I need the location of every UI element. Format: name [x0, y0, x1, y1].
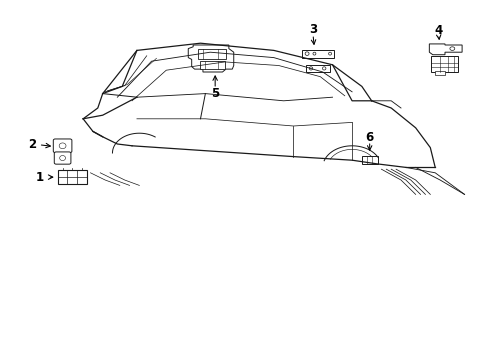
Text: 5: 5	[211, 87, 219, 100]
Ellipse shape	[59, 143, 66, 149]
Bar	[58, 170, 87, 184]
Bar	[199, 61, 224, 69]
Text: 6: 6	[365, 131, 373, 144]
Bar	[302, 50, 333, 58]
Ellipse shape	[312, 52, 315, 55]
Bar	[430, 56, 457, 72]
Bar	[434, 71, 444, 75]
Bar	[305, 65, 329, 72]
Text: 3: 3	[308, 23, 316, 36]
Bar	[198, 49, 226, 59]
Text: 2: 2	[28, 138, 36, 151]
FancyBboxPatch shape	[54, 152, 71, 164]
Ellipse shape	[449, 47, 454, 50]
FancyBboxPatch shape	[53, 139, 72, 153]
Text: 1: 1	[36, 171, 44, 184]
Ellipse shape	[60, 156, 65, 161]
Ellipse shape	[328, 52, 331, 55]
Ellipse shape	[305, 52, 308, 55]
Ellipse shape	[322, 67, 325, 70]
Ellipse shape	[308, 67, 312, 70]
Text: 4: 4	[434, 24, 442, 37]
Bar	[361, 156, 377, 164]
